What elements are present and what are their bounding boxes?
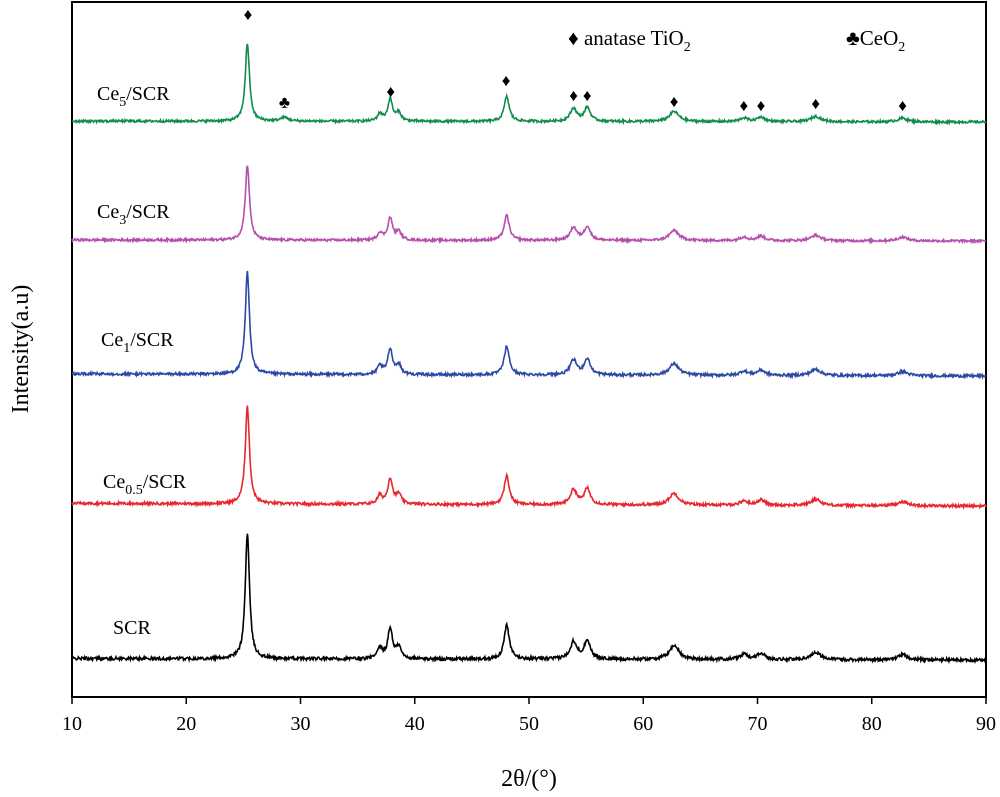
x-tick-label: 70 — [748, 713, 768, 735]
series-layer — [71, 43, 987, 665]
peak-marker-7: ♦ — [739, 96, 748, 115]
x-tick-label: 40 — [405, 713, 425, 735]
series-label-2: Ce1/SCR — [101, 329, 174, 356]
legend-ceo2: ♣CeO2 — [846, 26, 905, 55]
series-label-1: Ce0.5/SCR — [103, 471, 187, 498]
series-line-0 — [71, 533, 987, 665]
peak-marker-8: ♦ — [757, 96, 766, 115]
peak-marker-6: ♦ — [670, 92, 679, 111]
x-tick-label: 10 — [62, 713, 82, 735]
series-label-4: Ce5/SCR — [97, 83, 170, 110]
legend: ♦ anatase TiO2 ♣CeO2 — [568, 26, 905, 55]
y-axis-title: Intensity(a.u) — [8, 285, 34, 414]
x-axis: 10 20 30 40 50 60 70 80 90 — [62, 697, 996, 735]
series-line-3 — [71, 165, 987, 245]
peak-markers: ♦ ♣ ♦ ♦ ♦ ♦ ♦ ♦ ♦ ♦ ♦ — [244, 5, 908, 115]
peak-marker-3: ♦ — [502, 71, 511, 90]
series-label-0: SCR — [113, 617, 151, 639]
x-tick-label: 30 — [291, 713, 311, 735]
series-line-1 — [71, 405, 987, 511]
x-tick-label: 60 — [633, 713, 653, 735]
series-labels: SCR Ce0.5/SCR Ce1/SCR Ce3/SCR Ce5/SCR — [97, 83, 187, 639]
x-tick-label: 20 — [176, 713, 196, 735]
series-label-3: Ce3/SCR — [97, 201, 170, 228]
peak-marker-0: ♦ — [244, 5, 253, 24]
series-line-4 — [71, 43, 987, 126]
x-tick-label: 50 — [519, 713, 539, 735]
plot-frame — [71, 1, 987, 698]
peak-marker-9: ♦ — [811, 94, 820, 113]
x-tick-label: 80 — [862, 713, 882, 735]
x-tick-label: 90 — [976, 713, 996, 735]
peak-marker-2: ♦ — [386, 82, 395, 101]
peak-marker-5: ♦ — [583, 86, 592, 105]
series-line-2 — [71, 270, 987, 381]
legend-anatase: ♦ anatase TiO2 — [568, 26, 691, 55]
x-axis-title: 2θ/(°) — [501, 766, 557, 792]
peak-marker-4: ♦ — [569, 86, 578, 105]
peak-marker-10: ♦ — [898, 96, 907, 115]
peak-marker-1: ♣ — [279, 93, 290, 112]
